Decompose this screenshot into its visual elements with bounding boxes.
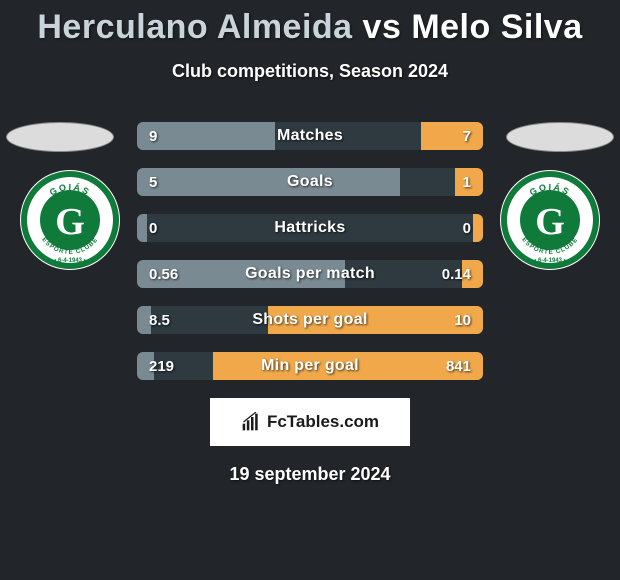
stat-value-right: 1 (451, 168, 483, 196)
vs-label: vs (363, 8, 402, 46)
stat-label: Min per goal (137, 352, 483, 380)
stat-rows: Matches97Goals51Hattricks00Goals per mat… (137, 122, 483, 380)
stat-value-left: 5 (137, 168, 169, 196)
stats-area: GOIÁS ESPORTE CLUBE G • 6-4-1943 • GOIÁS (0, 122, 620, 380)
stat-label: Goals (137, 168, 483, 196)
svg-text:• 6-4-1943 •: • 6-4-1943 • (534, 258, 566, 264)
stat-row: Shots per goal8.5 10 (137, 306, 483, 334)
club-badge-right: GOIÁS ESPORTE CLUBE G • 6-4-1943 • (500, 170, 600, 270)
stat-value-right: 841 (434, 352, 483, 380)
svg-text:G: G (535, 201, 565, 243)
stat-label: Hattricks (137, 214, 483, 242)
date-label: 19 september 2024 (0, 464, 620, 485)
page-title: Herculano Almeida vs Melo Silva (0, 8, 620, 47)
stat-value-right: 7 (451, 122, 483, 150)
stat-value-right: 0 (451, 214, 483, 242)
svg-text:• 6-4-1943 •: • 6-4-1943 • (54, 258, 86, 264)
stat-value-left: 219 (137, 352, 186, 380)
branding-box: FcTables.com (210, 398, 410, 446)
stat-value-left: 0 (137, 214, 169, 242)
subtitle: Club competitions, Season 2024 (0, 61, 620, 82)
stat-label: Shots per goal (137, 306, 483, 334)
flag-right (506, 122, 614, 152)
svg-text:G: G (55, 201, 85, 243)
flag-left (6, 122, 114, 152)
stat-value-left: 9 (137, 122, 169, 150)
stat-value-left: 0.56 (137, 260, 190, 288)
stat-label: Matches (137, 122, 483, 150)
stat-row: Hattricks0 0 (137, 214, 483, 242)
stat-value-left: 8.5 (137, 306, 182, 334)
stat-value-right: 10 (442, 306, 483, 334)
comparison-card: Herculano Almeida vs Melo Silva Club com… (0, 0, 620, 485)
stat-row: Min per goal219 841 (137, 352, 483, 380)
stat-row: Goals5 1 (137, 168, 483, 196)
fctables-logo-icon (241, 412, 261, 432)
stat-row: Goals per match0.560.14 (137, 260, 483, 288)
player2-name: Melo Silva (411, 8, 582, 46)
stat-value-right: 0.14 (430, 260, 483, 288)
branding-text: FcTables.com (267, 412, 379, 432)
goias-badge-icon: GOIÁS ESPORTE CLUBE G • 6-4-1943 • (500, 170, 600, 270)
stat-row: Matches9 7 (137, 122, 483, 150)
club-badge-left: GOIÁS ESPORTE CLUBE G • 6-4-1943 • (20, 170, 120, 270)
player1-name: Herculano Almeida (37, 8, 352, 46)
goias-badge-icon: GOIÁS ESPORTE CLUBE G • 6-4-1943 • (20, 170, 120, 270)
